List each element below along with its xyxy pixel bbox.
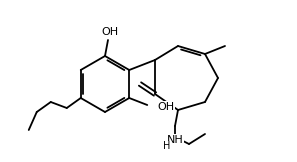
Text: OH: OH xyxy=(157,102,174,112)
Text: OH: OH xyxy=(102,27,119,37)
Text: NH: NH xyxy=(167,135,183,145)
Text: H: H xyxy=(163,141,171,151)
